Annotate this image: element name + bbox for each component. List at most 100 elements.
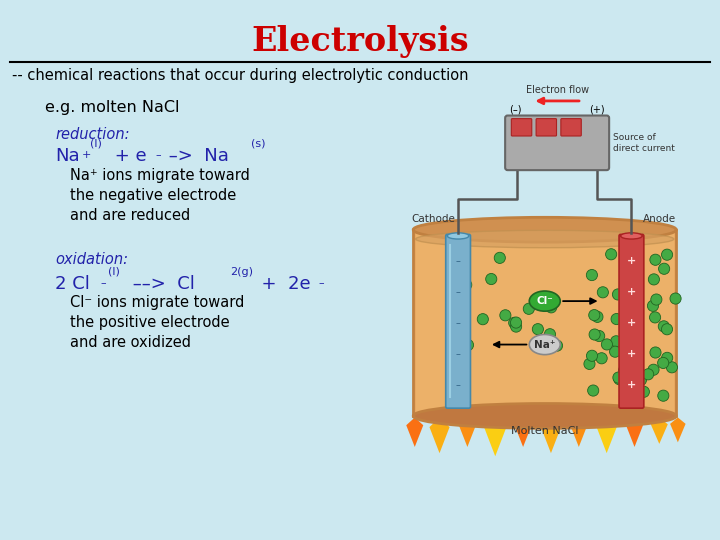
Text: Cathode: Cathode (411, 213, 455, 224)
Circle shape (662, 352, 672, 363)
Text: Na⁺ ions migrate toward: Na⁺ ions migrate toward (70, 168, 250, 183)
Circle shape (670, 293, 681, 304)
Polygon shape (626, 417, 643, 447)
Circle shape (593, 330, 605, 342)
Circle shape (584, 359, 595, 369)
Text: 2(g): 2(g) (230, 267, 253, 277)
Text: the negative electrode: the negative electrode (70, 188, 236, 203)
Circle shape (651, 294, 662, 305)
Text: (s): (s) (251, 139, 266, 149)
Circle shape (628, 322, 639, 333)
Ellipse shape (529, 334, 560, 355)
Text: 2 Cl: 2 Cl (55, 275, 90, 293)
Circle shape (626, 271, 636, 282)
Text: (+): (+) (590, 105, 605, 115)
Polygon shape (541, 417, 561, 453)
Circle shape (601, 339, 613, 350)
Text: oxidation:: oxidation: (55, 252, 128, 267)
Ellipse shape (413, 403, 676, 428)
Text: (l): (l) (90, 139, 102, 149)
Text: –: – (456, 318, 461, 328)
Circle shape (508, 318, 520, 328)
Ellipse shape (413, 217, 676, 242)
Circle shape (613, 374, 625, 385)
Polygon shape (651, 417, 667, 444)
Circle shape (624, 369, 636, 380)
Circle shape (613, 372, 624, 383)
Circle shape (510, 317, 521, 328)
Text: (–): (–) (509, 105, 522, 115)
Circle shape (500, 310, 511, 321)
Text: Source of
direct current: Source of direct current (613, 133, 675, 152)
Circle shape (523, 303, 534, 314)
Circle shape (647, 300, 659, 312)
Text: –: – (456, 380, 461, 390)
Circle shape (650, 347, 661, 358)
Circle shape (658, 321, 670, 332)
Circle shape (622, 277, 633, 288)
Text: +: + (627, 287, 636, 297)
Circle shape (618, 365, 629, 376)
Text: +  2e: + 2e (250, 275, 310, 293)
Circle shape (589, 329, 600, 340)
Polygon shape (429, 417, 449, 453)
Text: Na: Na (55, 147, 80, 165)
Circle shape (642, 369, 654, 380)
Circle shape (587, 350, 598, 361)
FancyBboxPatch shape (619, 234, 644, 408)
Circle shape (662, 249, 672, 260)
Text: Cl⁻ ions migrate toward: Cl⁻ ions migrate toward (70, 295, 244, 310)
Text: +: + (627, 318, 636, 328)
Text: +: + (627, 256, 636, 266)
Circle shape (606, 249, 617, 260)
Circle shape (586, 269, 598, 281)
Circle shape (658, 390, 669, 401)
FancyBboxPatch shape (511, 119, 532, 136)
Text: the positive electrode: the positive electrode (70, 315, 230, 330)
FancyBboxPatch shape (413, 230, 676, 416)
Ellipse shape (529, 291, 560, 311)
Polygon shape (670, 417, 685, 442)
Circle shape (588, 385, 599, 396)
Text: Na⁺: Na⁺ (534, 340, 555, 349)
Text: Cl⁻: Cl⁻ (536, 296, 553, 306)
Text: +: + (627, 380, 636, 390)
Circle shape (627, 257, 638, 268)
Text: –: – (456, 256, 461, 266)
Text: Electron flow: Electron flow (526, 85, 589, 96)
Text: and are oxidized: and are oxidized (70, 335, 191, 350)
Circle shape (611, 313, 622, 325)
Circle shape (592, 311, 603, 322)
Text: + e: + e (109, 147, 147, 165)
Circle shape (648, 274, 660, 285)
FancyBboxPatch shape (415, 233, 674, 413)
Circle shape (477, 314, 488, 325)
Polygon shape (459, 417, 476, 447)
Ellipse shape (447, 233, 469, 239)
Circle shape (462, 340, 474, 350)
Text: –: – (155, 150, 161, 160)
Text: –: – (318, 278, 323, 288)
Circle shape (461, 279, 472, 291)
Circle shape (648, 364, 659, 375)
Circle shape (510, 321, 522, 332)
Circle shape (454, 312, 465, 323)
Polygon shape (485, 417, 506, 456)
Circle shape (486, 273, 497, 285)
Circle shape (659, 263, 670, 274)
Circle shape (544, 329, 556, 340)
Text: +: + (627, 349, 636, 359)
Text: –>  Na: –> Na (163, 147, 229, 165)
Text: (l): (l) (108, 267, 120, 277)
Circle shape (662, 323, 672, 335)
Text: Electrolysis: Electrolysis (251, 25, 469, 58)
FancyBboxPatch shape (561, 119, 581, 136)
Text: reduction:: reduction: (55, 127, 130, 142)
Circle shape (610, 346, 621, 357)
Text: +: + (82, 150, 91, 160)
Circle shape (589, 309, 600, 321)
Circle shape (639, 386, 649, 397)
Text: e.g. molten NaCl: e.g. molten NaCl (45, 100, 179, 115)
Polygon shape (597, 417, 617, 453)
Circle shape (666, 362, 678, 373)
